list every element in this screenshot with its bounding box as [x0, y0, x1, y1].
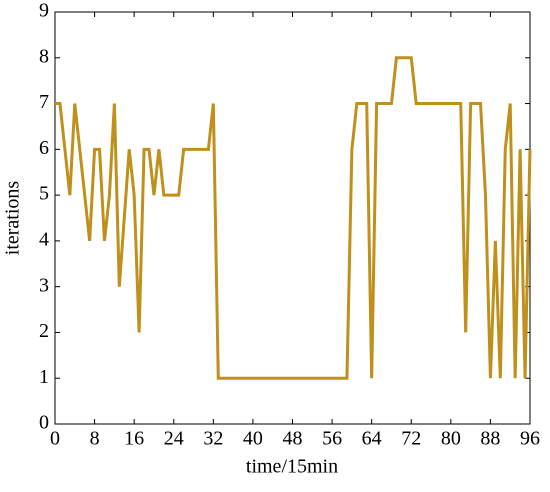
- y-tick-label: 5: [39, 183, 49, 205]
- y-tick-label: 1: [39, 366, 49, 388]
- plot-frame: [54, 11, 531, 425]
- y-tick-label: 2: [39, 320, 49, 342]
- x-tick-label: 72: [401, 428, 421, 450]
- y-axis-label: iterations: [2, 181, 24, 256]
- y-tick-label: 9: [39, 0, 49, 22]
- x-tick-label: 32: [203, 428, 223, 450]
- x-tick-label: 56: [322, 428, 342, 450]
- data-line: [55, 56, 532, 380]
- x-tick-label: 88: [480, 428, 500, 450]
- x-axis-label: time/15min: [246, 456, 338, 478]
- y-tick-label: 4: [39, 228, 49, 250]
- x-tick-label: 80: [441, 428, 461, 450]
- y-tick-label: 3: [39, 274, 49, 296]
- x-tick-label: 16: [124, 428, 144, 450]
- x-tick-label: 8: [90, 428, 100, 450]
- y-tick-label: 6: [39, 137, 49, 159]
- y-tick-label: 7: [39, 91, 49, 113]
- x-tick-label: 96: [520, 428, 540, 450]
- x-tick-label: 24: [164, 428, 184, 450]
- y-tick-label: 0: [39, 412, 49, 434]
- x-tick-label: 0: [50, 428, 60, 450]
- y-tick-label: 8: [39, 45, 49, 67]
- x-tick-label: 40: [243, 428, 263, 450]
- x-tick-label: 48: [283, 428, 303, 450]
- x-tick-label: 64: [362, 428, 382, 450]
